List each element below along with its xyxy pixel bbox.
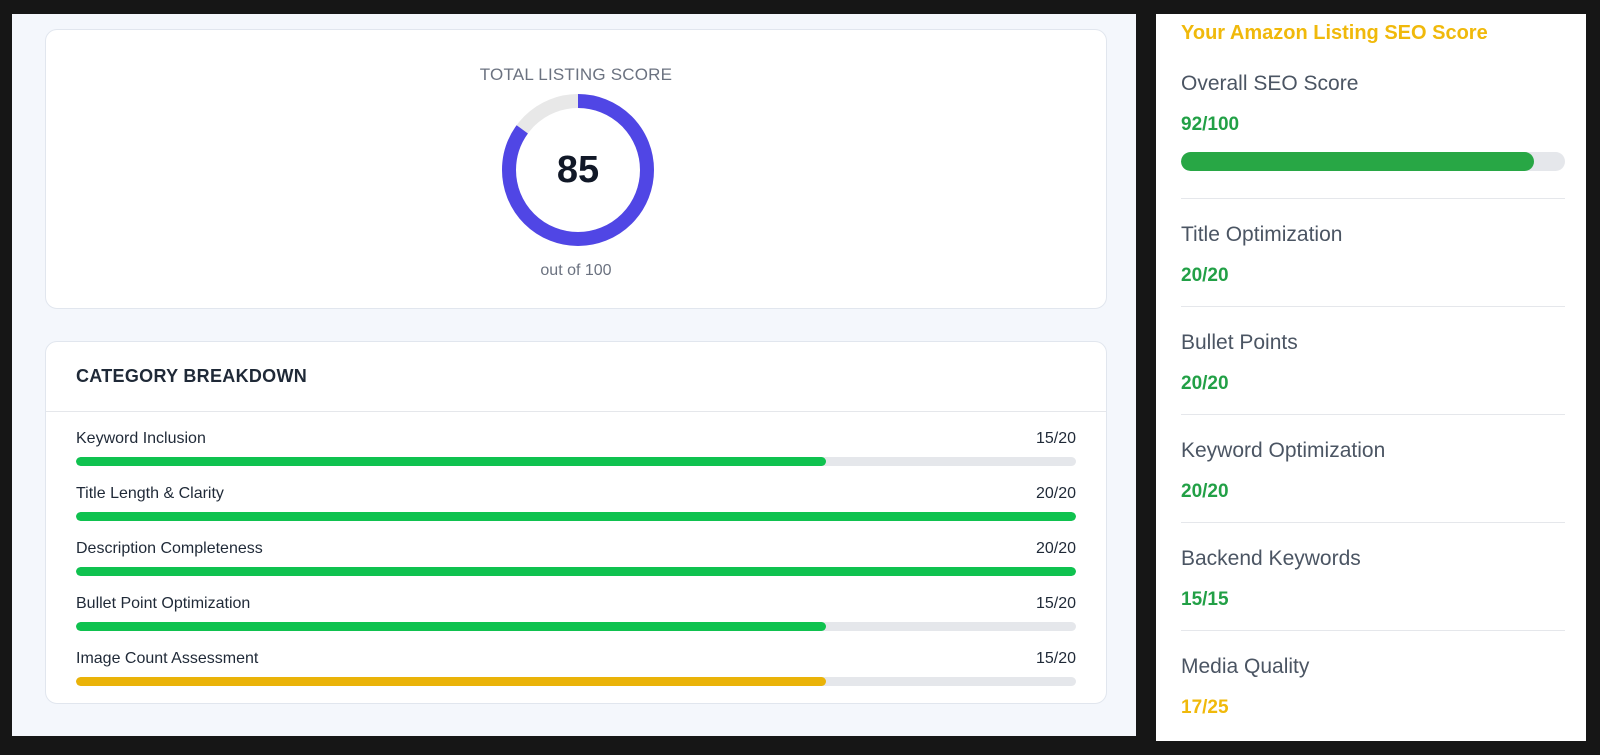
breakdown-progress-fill: [76, 457, 826, 466]
total-score-value: 85: [556, 148, 600, 191]
category-breakdown-title: CATEGORY BREAKDOWN: [76, 366, 308, 386]
seo-metric-value: 20/20: [1181, 373, 1229, 394]
breakdown-progress-track: [76, 622, 1076, 631]
overall-seo-progress-fill: [1181, 152, 1535, 171]
breakdown-progress-track: [76, 457, 1076, 466]
seo-metric-label: Keyword Optimization: [1181, 439, 1386, 462]
breakdown-row-bullet-points: Bullet Point Optimization 15/20: [76, 595, 1076, 650]
seo-metric-label: Media Quality: [1181, 655, 1310, 678]
seo-metric-keyword-optimization: Keyword Optimization 20/20: [1181, 414, 1565, 522]
breakdown-progress-track: [76, 512, 1076, 521]
seo-metrics-list: Title Optimization 20/20 Bullet Points 2…: [1181, 198, 1565, 738]
breakdown-row-title-length: Title Length & Clarity 20/20: [76, 485, 1076, 540]
seo-score-panel: Your Amazon Listing SEO Score Overall SE…: [1156, 14, 1586, 741]
breakdown-progress-fill: [76, 677, 826, 686]
breakdown-progress-track: [76, 567, 1076, 576]
category-breakdown-card: CATEGORY BREAKDOWN Keyword Inclusion 15/…: [45, 341, 1107, 704]
breakdown-row-value: 15/20: [1035, 595, 1076, 612]
breakdown-row-label: Description Completeness: [76, 540, 263, 557]
breakdown-rows: Keyword Inclusion 15/20 Title Length & C…: [76, 430, 1076, 703]
overall-seo-score: Overall SEO Score 92/100: [1181, 72, 1565, 171]
breakdown-row-keyword-inclusion: Keyword Inclusion 15/20: [76, 430, 1076, 485]
seo-metric-value: 17/25: [1181, 697, 1229, 718]
breakdown-row-value: 20/20: [1035, 540, 1076, 557]
total-score-card: TOTAL LISTING SCORE 85 out of 100: [45, 29, 1107, 309]
seo-metric-value: 20/20: [1181, 481, 1229, 502]
overall-seo-progress-track: [1181, 152, 1565, 171]
total-score-max: out of 100: [540, 262, 612, 279]
breakdown-progress-track: [76, 677, 1076, 686]
breakdown-divider: [46, 411, 1106, 412]
score-ring: [502, 94, 654, 246]
breakdown-row-description: Description Completeness 20/20: [76, 540, 1076, 595]
total-score-label: TOTAL LISTING SCORE: [479, 65, 673, 84]
breakdown-progress-fill: [76, 622, 826, 631]
breakdown-row-label: Bullet Point Optimization: [76, 595, 251, 612]
seo-metric-backend-keywords: Backend Keywords 15/15: [1181, 522, 1565, 630]
breakdown-row-value: 15/20: [1035, 430, 1076, 447]
listing-score-panel: TOTAL LISTING SCORE 85 out of 100 CATEGO…: [12, 14, 1136, 736]
breakdown-row-value: 20/20: [1035, 485, 1076, 502]
breakdown-progress-fill: [76, 512, 1076, 521]
breakdown-row-label: Keyword Inclusion: [76, 430, 206, 447]
breakdown-row-label: Image Count Assessment: [76, 650, 259, 667]
seo-metric-label: Backend Keywords: [1181, 547, 1361, 570]
breakdown-progress-fill: [76, 567, 1076, 576]
seo-metric-label: Title Optimization: [1181, 223, 1343, 246]
seo-metric-value: 15/15: [1181, 589, 1229, 610]
overall-seo-label: Overall SEO Score: [1181, 72, 1359, 95]
seo-metric-value: 20/20: [1181, 265, 1229, 286]
score-ring-progress: [502, 94, 654, 246]
seo-metric-media-quality: Media Quality 17/25: [1181, 630, 1565, 738]
seo-metric-title-optimization: Title Optimization 20/20: [1181, 198, 1565, 306]
breakdown-row-value: 15/20: [1035, 650, 1076, 667]
seo-metric-bullet-points: Bullet Points 20/20: [1181, 306, 1565, 414]
seo-metric-label: Bullet Points: [1181, 331, 1298, 354]
breakdown-row-image-count: Image Count Assessment 15/20: [76, 650, 1076, 703]
overall-seo-value: 92/100: [1181, 114, 1240, 135]
seo-panel-title: Your Amazon Listing SEO Score: [1181, 22, 1488, 44]
breakdown-row-label: Title Length & Clarity: [76, 485, 224, 502]
